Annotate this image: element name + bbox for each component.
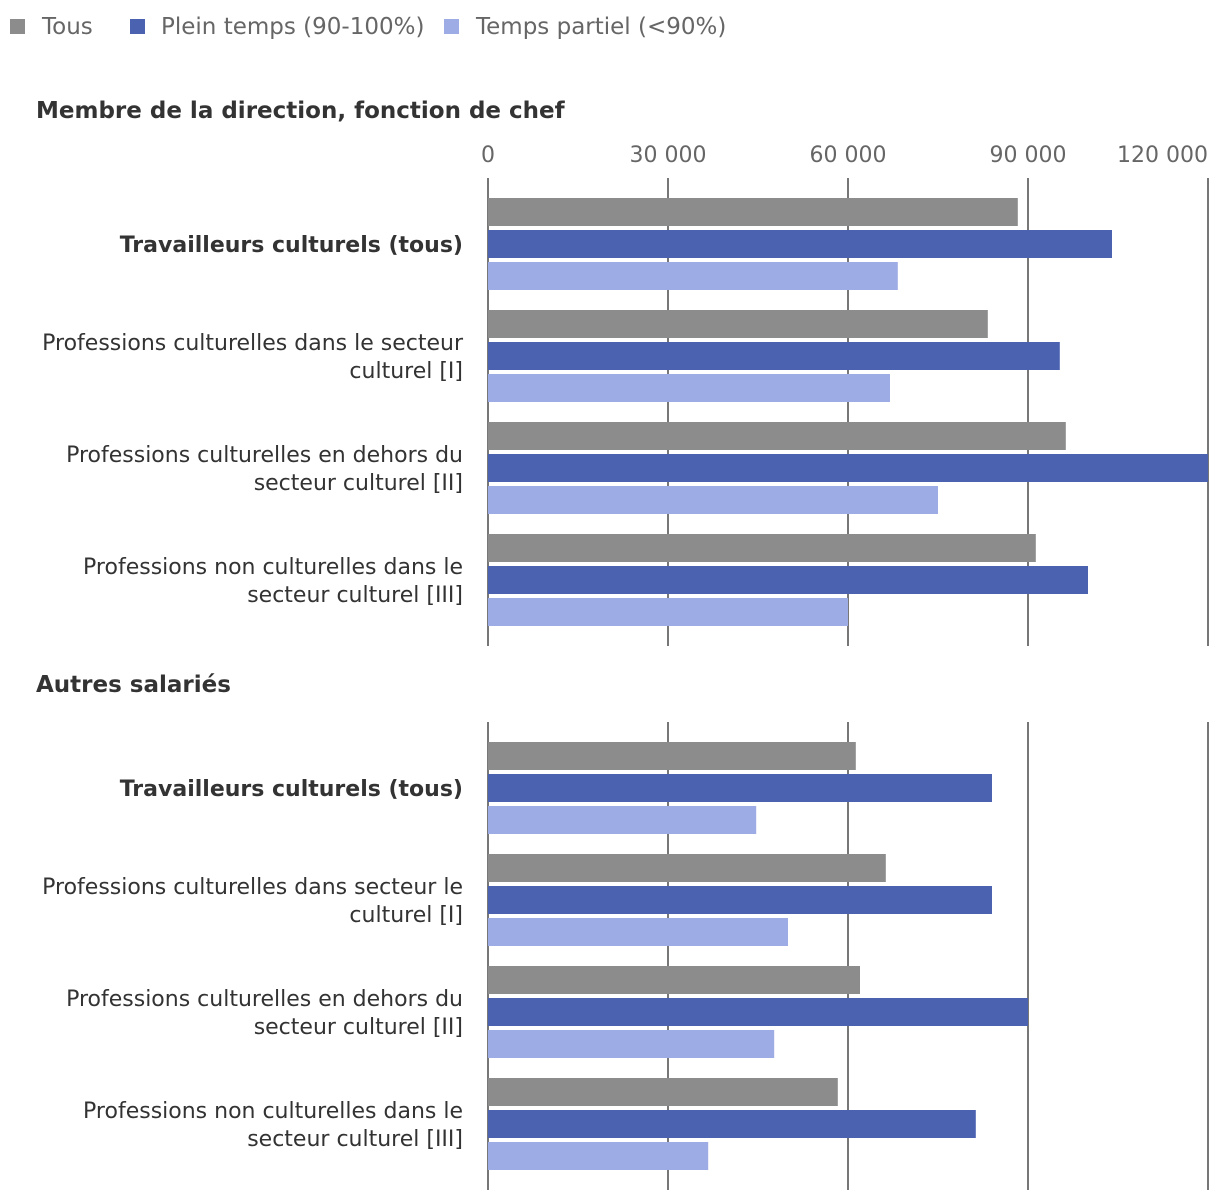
bar-p2-c4-s1 (488, 1078, 838, 1106)
bar-p1-c3-s2 (488, 454, 1208, 482)
category-label-p2-c3-l1: Professions culturelles en dehors du (66, 987, 463, 1012)
bar-p1-c1-s2 (488, 230, 1112, 258)
bar-p1-c3-s1 (488, 422, 1066, 450)
category-label-p1-c3-l2: secteur culturel [II] (254, 471, 463, 496)
bar-p2-c1-s2 (488, 774, 992, 802)
category-label-p1-c4-l2: secteur culturel [III] (247, 583, 463, 608)
category-label-p2-c4-l2: secteur culturel [III] (247, 1127, 463, 1152)
x-tick-label-3: 60 000 (810, 143, 887, 168)
bar-p1-c1-s1 (488, 198, 1018, 226)
bar-p1-c4-s1 (488, 534, 1036, 562)
x-tick-label-1: 0 (481, 143, 495, 168)
bar-p2-c3-s1 (488, 966, 860, 994)
legend-swatch-1 (10, 19, 25, 34)
bar-p2-c3-s3 (488, 1030, 775, 1058)
category-label-p2-c2-l1: Professions culturelles dans secteur le (42, 875, 463, 900)
bar-p2-c4-s2 (488, 1110, 976, 1138)
category-label-p1-c2-l1: Professions culturelles dans le secteur (42, 331, 464, 356)
bar-p1-c4-s2 (488, 566, 1088, 594)
x-tick-label-4: 90 000 (990, 143, 1067, 168)
legend-label-2: Plein temps (90-100%) (161, 14, 424, 40)
category-label-p1-c4-l1: Professions non culturelles dans le (83, 555, 463, 580)
category-label-p2-c2-l2: culturel [I] (349, 903, 463, 928)
category-label-p2-c3-l2: secteur culturel [II] (254, 1015, 463, 1040)
bar-p1-c1-s3 (488, 262, 898, 290)
bar-p1-c2-s1 (488, 310, 988, 338)
bar-p2-c2-s1 (488, 854, 886, 882)
legend-swatch-2 (130, 19, 145, 34)
panel-title-2: Autres salariés (36, 672, 231, 698)
legend-label-1: Tous (41, 14, 93, 40)
bar-p2-c1-s3 (488, 806, 757, 834)
bar-p2-c1-s1 (488, 742, 856, 770)
bar-p1-c3-s3 (488, 486, 938, 514)
bar-p2-c4-s3 (488, 1142, 709, 1170)
x-tick-label-2: 30 000 (630, 143, 707, 168)
bar-p2-c2-s2 (488, 886, 992, 914)
bar-p1-c2-s2 (488, 342, 1060, 370)
category-label-p2-c4-l1: Professions non culturelles dans le (83, 1099, 463, 1124)
category-label-p1-c1-l1: Travailleurs culturels (tous) (120, 233, 463, 258)
legend-label-3: Temps partiel (<90%) (475, 14, 726, 40)
legend-swatch-3 (444, 19, 459, 34)
bar-p1-c2-s3 (488, 374, 890, 402)
bar-p1-c4-s3 (488, 598, 848, 626)
category-label-p2-c1-l1: Travailleurs culturels (tous) (120, 777, 463, 802)
bar-p2-c3-s2 (488, 998, 1028, 1026)
category-label-p1-c2-l2: culturel [I] (349, 359, 463, 384)
panel-title-1: Membre de la direction, fonction de chef (36, 98, 566, 124)
bar-p2-c2-s3 (488, 918, 788, 946)
category-label-p1-c3-l1: Professions culturelles en dehors du (66, 443, 463, 468)
x-tick-label-5: 120 000 (1117, 143, 1208, 168)
